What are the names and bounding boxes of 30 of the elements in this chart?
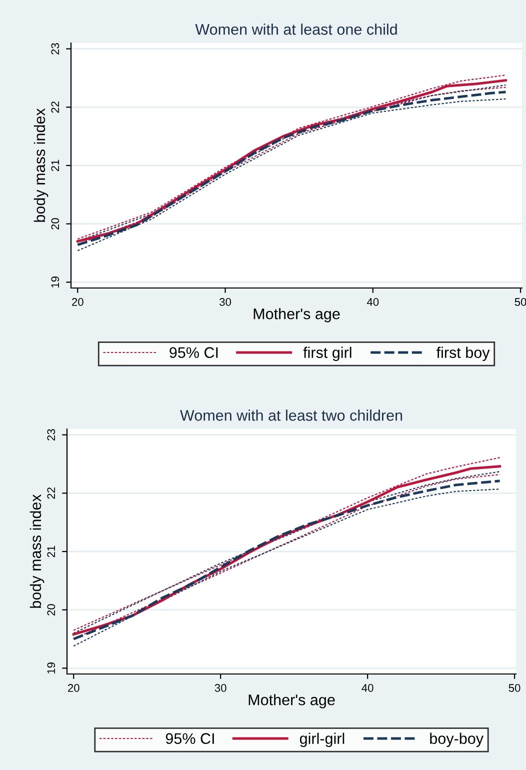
y-tick-label: 19 bbox=[51, 276, 60, 288]
y-tick-label: 23 bbox=[47, 429, 56, 440]
x-tick-label: 30 bbox=[220, 298, 232, 306]
y-tick-label: 22 bbox=[51, 102, 59, 113]
x-tick-label: 40 bbox=[366, 298, 379, 306]
x-tick-label: 20 bbox=[68, 684, 80, 692]
y-tick-label: 21 bbox=[47, 546, 55, 558]
legend-label: first girl bbox=[303, 346, 352, 362]
y-tick-label: 20 bbox=[47, 604, 56, 616]
x-axis-title: Mother's age bbox=[248, 694, 335, 708]
x-tick-label: 20 bbox=[72, 298, 84, 306]
legend-label: first boy bbox=[436, 346, 490, 362]
legend-label: girl-girl bbox=[300, 732, 344, 748]
chart-title: Women with at least one child bbox=[195, 24, 397, 35]
x-tick-label: 50 bbox=[514, 298, 526, 306]
x-tick-label: 40 bbox=[362, 684, 374, 692]
y-tick-label: 20 bbox=[51, 218, 60, 230]
x-tick-label: 30 bbox=[214, 684, 226, 692]
y-axis-title: body mass index bbox=[30, 494, 44, 608]
legend-label: boy-boy bbox=[430, 732, 484, 748]
legend-label: 95% CI bbox=[170, 347, 218, 358]
y-tick-label: 22 bbox=[47, 488, 55, 499]
y-tick-label: 19 bbox=[47, 662, 56, 674]
legend-label: 95% CI bbox=[166, 733, 214, 744]
chart-title: Women with at least two children bbox=[180, 410, 402, 421]
x-tick-label: 50 bbox=[508, 684, 520, 692]
y-tick-label: 23 bbox=[51, 43, 60, 54]
y-axis-title: body mass index bbox=[34, 108, 48, 222]
x-axis-title: Mother's age bbox=[254, 308, 340, 322]
y-tick-label: 21 bbox=[51, 160, 59, 172]
